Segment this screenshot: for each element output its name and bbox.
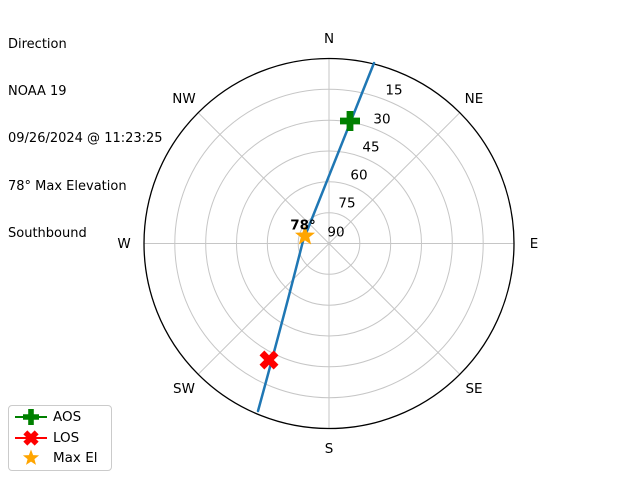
pass-info-timestamp: 09/26/2024 @ 11:23:25 (8, 131, 163, 147)
legend-label-aos: AOS (53, 409, 82, 426)
compass-label-w: W (117, 236, 130, 252)
compass-label-nw: NW (172, 91, 195, 107)
pass-info-direction: Southbound (8, 226, 87, 242)
elevation-tick-75: 75 (338, 196, 355, 212)
elevation-tick-30: 30 (373, 112, 390, 128)
max-el-marker (295, 225, 315, 245)
aos-marker (340, 111, 360, 131)
los-marker (259, 350, 279, 370)
aos-plus-icon (15, 409, 47, 426)
elevation-tick-labels: 15 30 45 60 75 90 (327, 83, 402, 241)
elevation-tick-45: 45 (362, 140, 379, 156)
pass-info-max-elevation: 78° Max Elevation (8, 178, 127, 194)
max-el-star-icon (22, 449, 40, 466)
legend-label-los: LOS (53, 429, 80, 446)
elevation-tick-15: 15 (385, 83, 402, 99)
los-x-icon (15, 430, 47, 446)
compass-labels: N NE E SE S SW W NW (117, 31, 538, 457)
azimuth-spokes (144, 58, 514, 429)
satellite-track (256, 61, 376, 413)
legend-item-aos: AOS (9, 407, 111, 428)
legend-item-los: LOS (9, 428, 111, 449)
elevation-tick-60: 60 (350, 168, 367, 184)
compass-label-e: E (530, 236, 539, 252)
max-el-annotation: 78° (290, 218, 316, 234)
compass-label-ne: NE (465, 91, 484, 107)
elevation-tick-90: 90 (327, 225, 344, 241)
compass-label-s: S (325, 441, 334, 457)
legend: AOS LOS Max El (8, 405, 112, 471)
horizon-circle (143, 57, 515, 430)
legend-label-max-el: Max El (53, 450, 98, 467)
legend-item-max-el: Max El (9, 448, 111, 469)
compass-label-sw: SW (173, 381, 195, 397)
compass-label-n: N (324, 31, 334, 47)
pass-info-satellite: NOAA 19 (8, 83, 67, 99)
pass-info-block: Direction NOAA 19 09/26/2024 @ 11:23:25 … (8, 5, 163, 274)
pass-info-title: Direction (8, 36, 67, 52)
compass-label-se: SE (465, 381, 482, 397)
